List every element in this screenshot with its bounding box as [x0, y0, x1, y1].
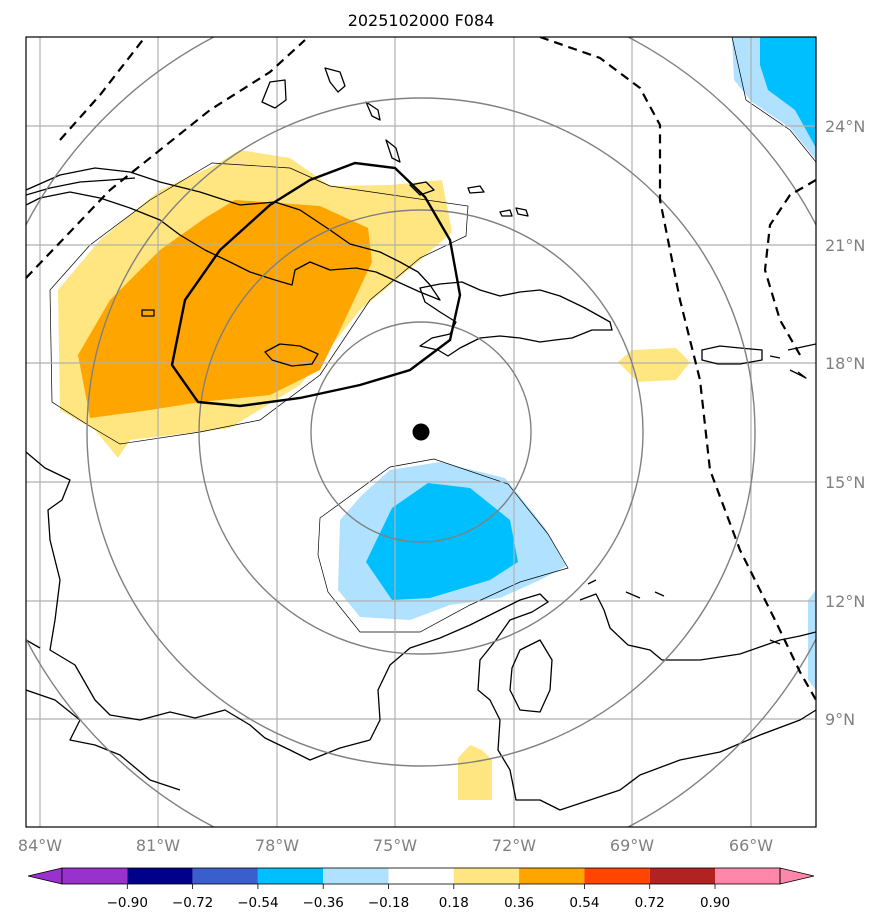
negative-contour-northeast	[731, 37, 816, 163]
lat-label-9n: 9°N	[825, 710, 855, 729]
lat-label-12n: 12°N	[825, 592, 865, 611]
coastline-panama	[26, 689, 181, 791]
colorbar-label: 0.18	[439, 895, 469, 911]
negative-anomaly-northeast-core	[760, 37, 816, 148]
map-panel	[26, 37, 816, 827]
colorbar-segment	[323, 868, 389, 884]
dashed-contour-east	[539, 37, 816, 701]
colorbar-labels: −0.90 −0.72 −0.54 −0.36 −0.18 0.18 0.36 …	[107, 895, 730, 911]
range-ring	[310, 321, 532, 543]
colorbar-label: −0.90	[107, 895, 148, 911]
coastlines	[26, 67, 816, 811]
positive-anomaly-east	[618, 348, 690, 382]
coastline-cuba	[26, 167, 441, 301]
colorbar-label: 0.54	[569, 895, 599, 911]
storm-center-marker	[412, 423, 430, 441]
colorbar-ticks	[126, 884, 716, 889]
lat-label-21n: 21°N	[825, 236, 865, 255]
lon-label-66w: 66°W	[729, 836, 773, 855]
colorbar-frame	[61, 867, 781, 885]
lon-label-81w: 81°W	[136, 836, 180, 855]
lat-label-18n: 18°N	[825, 354, 865, 373]
colorbar-label: 0.90	[700, 895, 730, 911]
colorbar: −0.90 −0.72 −0.54 −0.36 −0.18 0.18 0.36 …	[27, 867, 815, 911]
colorbar-segment	[192, 868, 258, 884]
dashed-contour-northwest	[26, 39, 306, 279]
colorbar-extend-high	[779, 867, 815, 885]
coastline-turks	[467, 185, 485, 194]
colorbar-label: 0.36	[504, 895, 534, 911]
positive-anomaly-south	[458, 745, 492, 800]
coastline-hispaniola	[419, 281, 613, 357]
colorbar-segment	[62, 868, 128, 884]
lat-label-24n: 24°N	[825, 117, 865, 136]
colorbar-segment	[388, 868, 454, 884]
colorbar-label: −0.54	[237, 895, 278, 911]
lon-label-75w: 75°W	[373, 836, 417, 855]
lat-label-15n: 15°N	[825, 473, 865, 492]
coastline-caribbean-islets	[587, 579, 781, 645]
lon-label-72w: 72°W	[492, 836, 536, 855]
colorbar-label: −0.72	[172, 895, 213, 911]
colorbar-segment	[715, 868, 781, 884]
coastline-bahamas-5	[409, 181, 435, 196]
map-title: 2025102000 F084	[348, 11, 495, 30]
range-ring	[86, 97, 756, 767]
coastline-puerto-rico	[701, 345, 763, 365]
negative-anomaly-east-edge	[808, 590, 816, 690]
lon-label-84w: 84°W	[18, 836, 62, 855]
range-ring	[198, 209, 644, 655]
colorbar-segment	[257, 868, 324, 884]
longitude-labels: 84°W 81°W 78°W 75°W 72°W 69°W 66°W	[18, 836, 773, 855]
lon-label-78w: 78°W	[255, 836, 299, 855]
coastline-bahamas-1	[261, 79, 287, 109]
latitude-labels: 9°N 12°N 15°N 18°N 21°N 24°N	[825, 117, 865, 729]
coastline-islet	[499, 209, 513, 217]
coastline-florida-keys	[26, 177, 136, 196]
coastline-islet	[141, 309, 155, 317]
colorbar-extend-low	[27, 867, 63, 885]
coastline-jamaica	[264, 343, 319, 367]
coastline-islet	[515, 207, 529, 217]
coastline-central-america	[26, 451, 371, 761]
dashed-contour-far-east	[763, 179, 816, 356]
anomaly-contours	[49, 37, 816, 633]
dashed-contours	[26, 37, 816, 701]
coastline-lesser-antilles	[769, 343, 816, 379]
range-rings	[26, 37, 816, 827]
coastline-venezuela	[579, 593, 816, 661]
colorbar-label: −0.18	[368, 895, 409, 911]
positive-anomaly-region	[58, 150, 690, 800]
coastline-gulf-venezuela	[509, 639, 553, 713]
coastline-bahamas-3	[365, 101, 381, 121]
colorbar-segment	[453, 868, 520, 884]
forecast-contour-solid	[170, 161, 462, 408]
dashed-contour-northwest-2	[59, 37, 146, 141]
colorbar-segment	[127, 868, 193, 884]
coastline-bahamas-4	[385, 139, 401, 163]
colorbar-segment	[649, 868, 715, 884]
colorbar-segment	[584, 868, 650, 884]
colorbar-segment	[519, 868, 585, 884]
colorbar-label: −0.36	[303, 895, 344, 911]
lon-label-69w: 69°W	[610, 836, 654, 855]
positive-contour-line	[49, 162, 469, 445]
map-frame	[25, 36, 817, 828]
coastline-bahamas-2	[324, 67, 346, 93]
negative-anomaly-inner	[366, 483, 518, 600]
coastline-colombia	[369, 593, 816, 811]
negative-contour-line	[317, 458, 569, 633]
colorbar-label: 0.72	[635, 895, 665, 911]
